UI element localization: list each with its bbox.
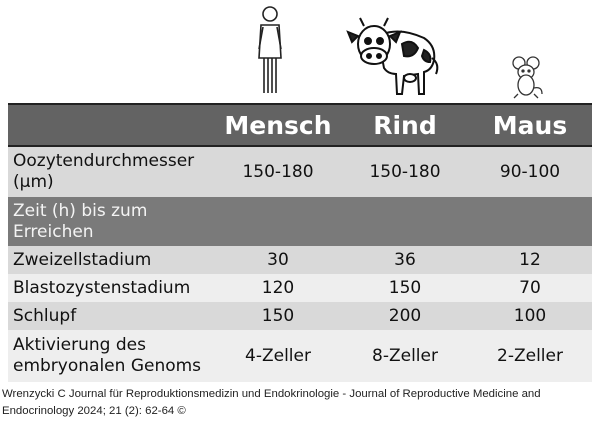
cell-value: 90-100 bbox=[468, 146, 592, 197]
cell-value: 8-Zeller bbox=[342, 330, 468, 382]
cell-value: 150-180 bbox=[342, 146, 468, 197]
cell-value: 36 bbox=[342, 246, 468, 274]
comparison-table: Mensch Rind Maus Oozytendurchmesser (µm)… bbox=[8, 103, 592, 382]
animal-illustrations bbox=[0, 0, 600, 100]
column-header-mensch: Mensch bbox=[214, 103, 342, 147]
cell-value: 150 bbox=[342, 274, 468, 302]
cow-icon bbox=[346, 17, 439, 95]
source-credit: Wrenzycki C Journal für Reproduktionsmed… bbox=[2, 388, 541, 417]
column-header-rind: Rind bbox=[342, 103, 468, 147]
cell-value bbox=[468, 197, 592, 246]
table-row: Oozytendurchmesser (µm) 150-180 150-180 … bbox=[8, 146, 592, 197]
table-row: Blastozystenstadium 120 150 70 bbox=[8, 274, 592, 302]
row-label: Oozytendurchmesser (µm) bbox=[8, 146, 214, 197]
table-row: Aktivierung des embryonalen Genoms 4-Zel… bbox=[8, 330, 592, 382]
cell-value: 200 bbox=[342, 302, 468, 330]
row-label: Schlupf bbox=[8, 302, 214, 330]
cell-value: 12 bbox=[468, 246, 592, 274]
mouse-icon bbox=[512, 56, 543, 99]
section-row: Zeit (h) bis zum Erreichen bbox=[8, 197, 592, 246]
table-header-row: Mensch Rind Maus bbox=[8, 103, 592, 147]
table-row: Zweizellstadium 30 36 12 bbox=[8, 246, 592, 274]
section-label: Zeit (h) bis zum Erreichen bbox=[8, 197, 214, 246]
row-label: Blastozystenstadium bbox=[8, 274, 214, 302]
cell-value bbox=[342, 197, 468, 246]
table-row: Schlupf 150 200 100 bbox=[8, 302, 592, 330]
cell-value: 150 bbox=[214, 302, 342, 330]
cell-value: 2-Zeller bbox=[468, 330, 592, 382]
header-empty-cell bbox=[8, 103, 214, 147]
cell-value: 30 bbox=[214, 246, 342, 274]
column-header-maus: Maus bbox=[468, 103, 592, 147]
cell-value: 100 bbox=[468, 302, 592, 330]
cell-value bbox=[214, 197, 342, 246]
cell-value: 120 bbox=[214, 274, 342, 302]
human-figure-icon bbox=[258, 6, 282, 93]
cell-value: 4-Zeller bbox=[214, 330, 342, 382]
cell-value: 70 bbox=[468, 274, 592, 302]
row-label: Zweizellstadium bbox=[8, 246, 214, 274]
row-label: Aktivierung des embryonalen Genoms bbox=[8, 330, 214, 382]
cell-value: 150-180 bbox=[214, 146, 342, 197]
